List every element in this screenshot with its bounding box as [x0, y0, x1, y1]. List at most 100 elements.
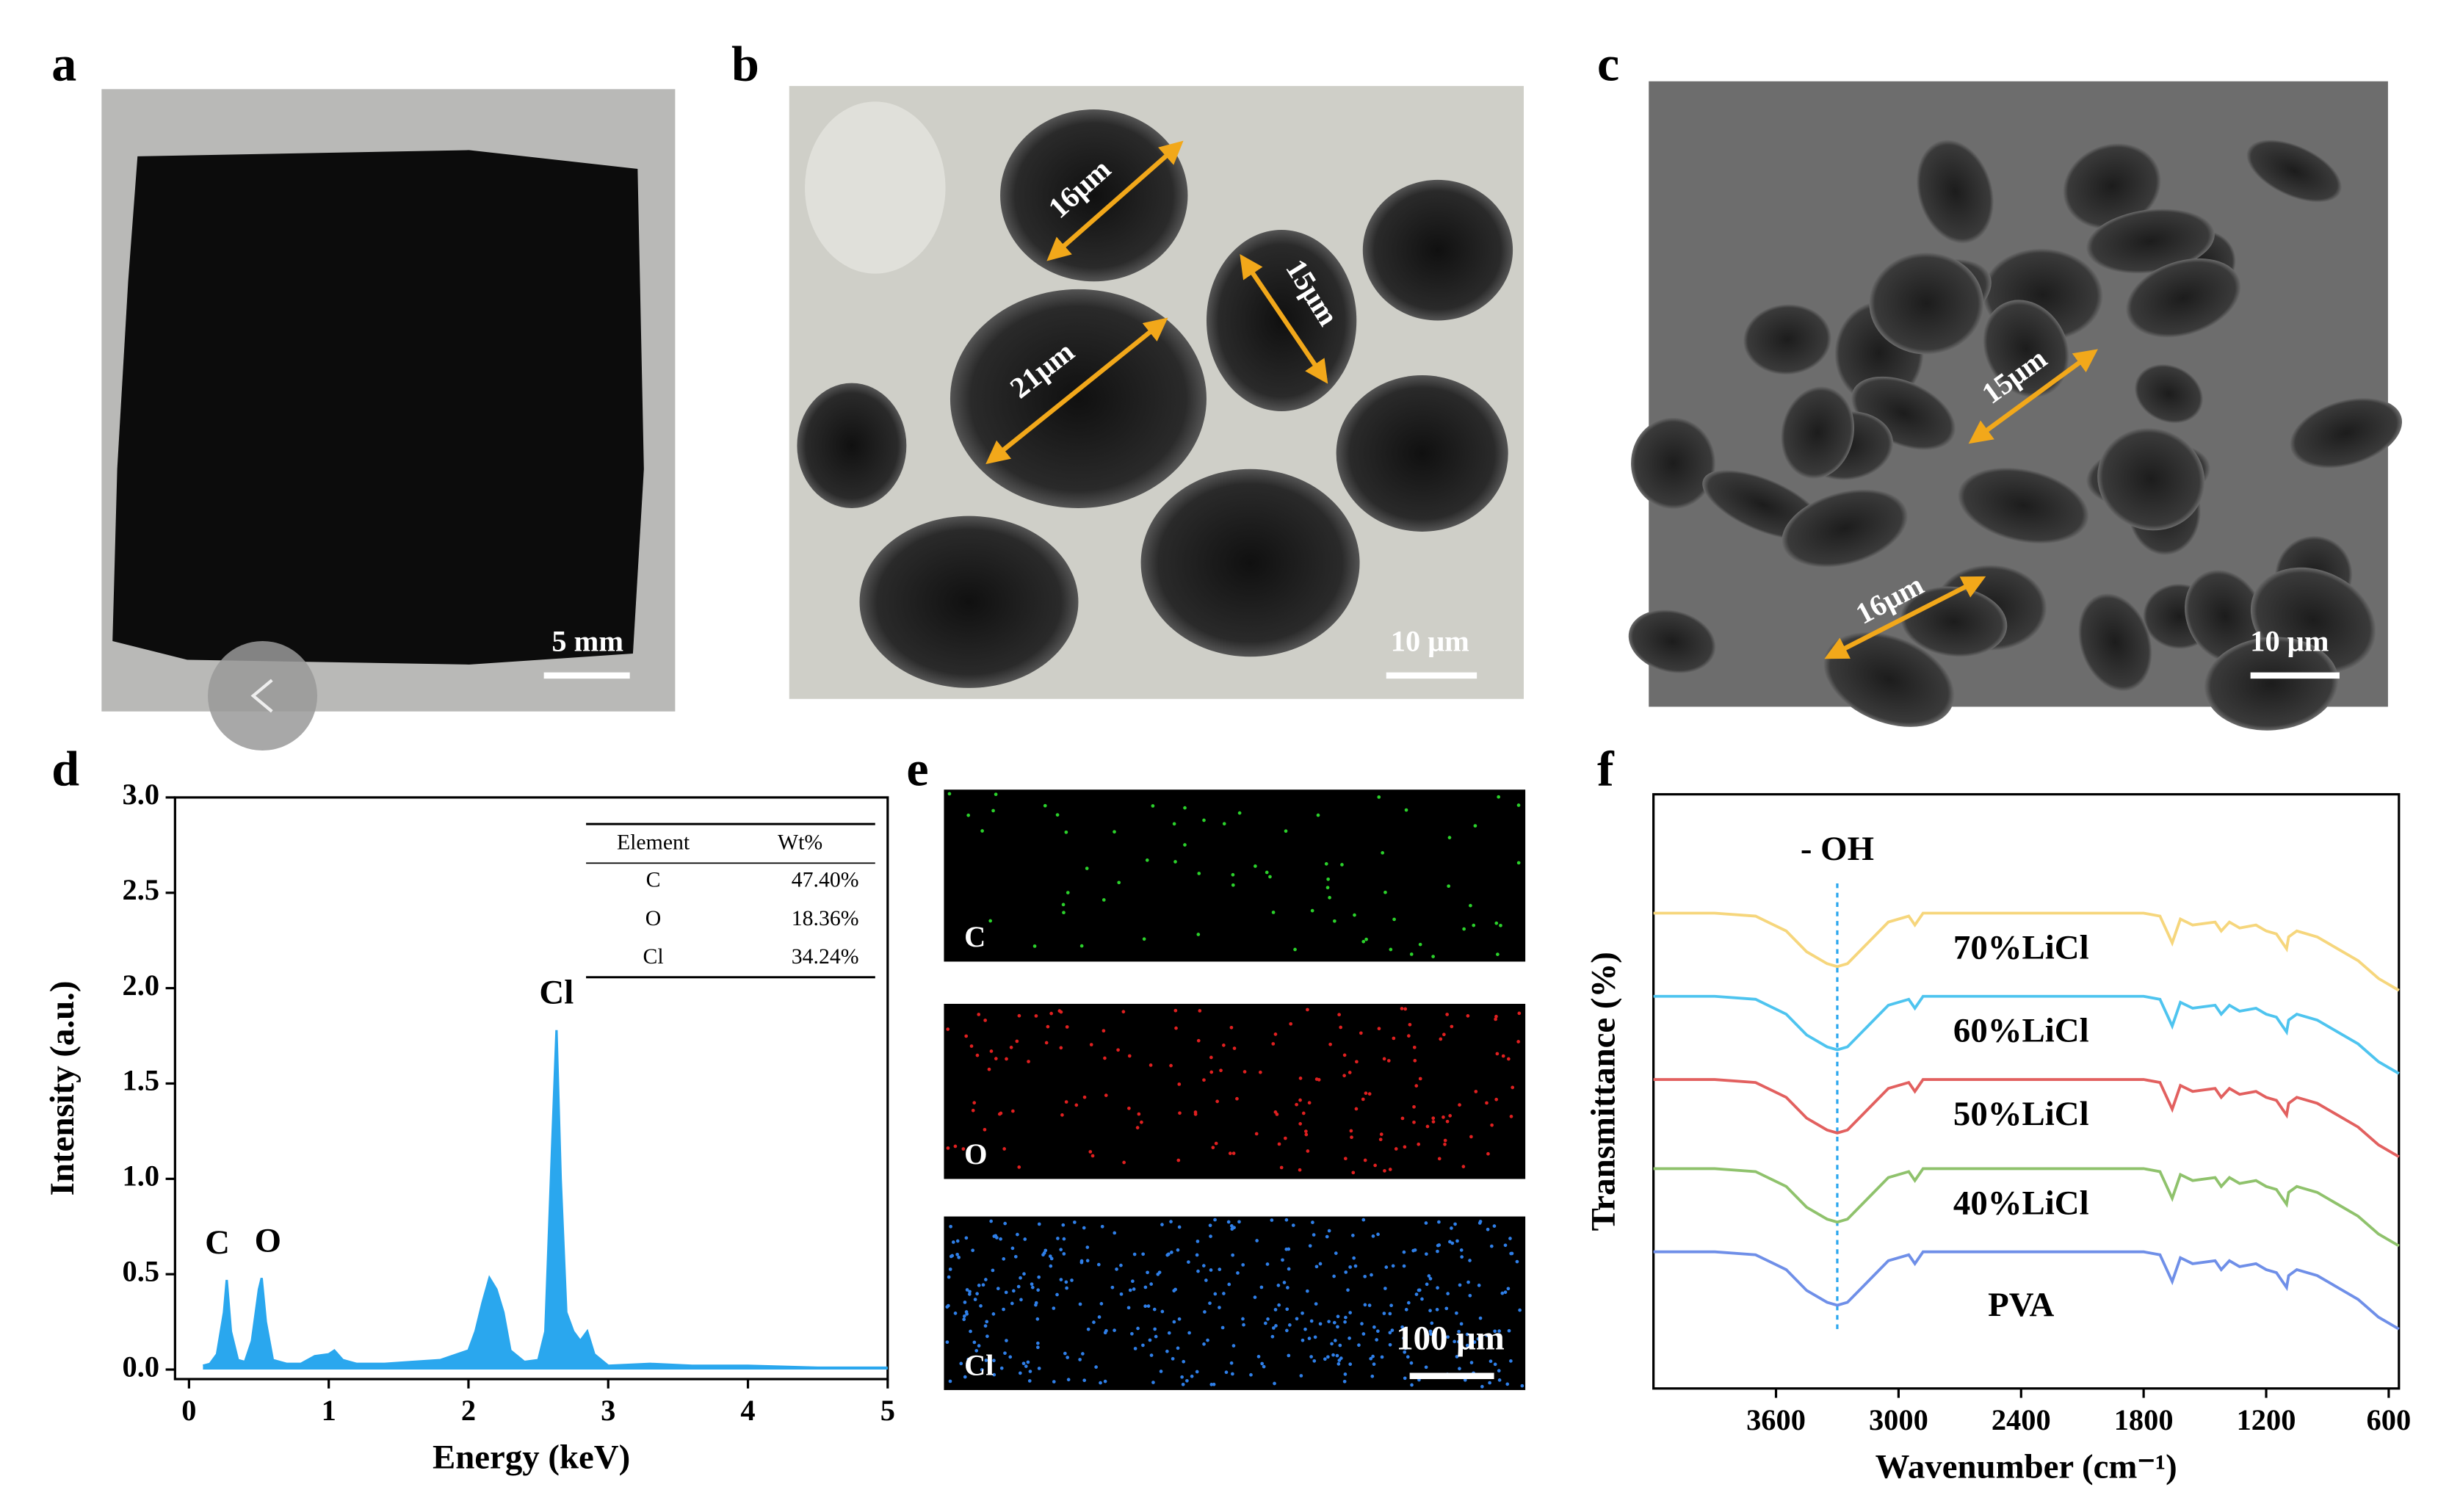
nav-button[interactable] [208, 640, 318, 751]
map-dot [965, 1312, 969, 1316]
map-dot [1024, 1364, 1028, 1368]
map-dot [1141, 1252, 1146, 1256]
map-dot [1036, 1341, 1040, 1345]
map-dot [1148, 1338, 1152, 1342]
map-dot [1151, 1381, 1155, 1384]
map-dot [1376, 1329, 1380, 1334]
map-dot [1461, 1165, 1466, 1168]
map-dot [1379, 1132, 1383, 1136]
map-dot [1312, 1359, 1317, 1363]
map-dot [1197, 872, 1201, 875]
map-dot [1135, 1126, 1140, 1129]
map-dot [1237, 1220, 1241, 1224]
table-header: Wt% [778, 831, 822, 855]
map-dot [1382, 1312, 1386, 1315]
map-dot [1034, 1014, 1038, 1018]
map-dot [1103, 1056, 1107, 1060]
map-dot [1437, 1220, 1441, 1224]
map-dot [1082, 1226, 1086, 1230]
map-dot [1099, 1381, 1102, 1385]
map-element-label: Cl [964, 1348, 994, 1381]
map-dot [962, 1317, 966, 1322]
map-dot [963, 1301, 967, 1304]
map-dot [980, 829, 984, 833]
map-dot [1485, 1101, 1489, 1105]
map-dot [987, 1067, 991, 1071]
map-dot [1298, 1122, 1303, 1126]
map-dot [1099, 1302, 1104, 1306]
map-dot [1342, 1379, 1347, 1383]
map-dot [1242, 1070, 1247, 1074]
map-dot [969, 1329, 972, 1334]
map-dot [1453, 1339, 1456, 1344]
map-dot [1447, 884, 1451, 889]
map-dot [975, 1053, 980, 1057]
map-dot [1222, 1292, 1226, 1295]
map-dot [1152, 1307, 1157, 1312]
peak-label: Cl [539, 974, 574, 1012]
map-dot [1407, 1034, 1411, 1038]
map-dot [1390, 1328, 1395, 1332]
pore [1916, 140, 1994, 244]
map-dot [1403, 1346, 1408, 1350]
map-dot [1425, 1124, 1430, 1129]
map-dot [1242, 1323, 1245, 1327]
map-dot [1110, 1285, 1115, 1289]
map-dot [1414, 1084, 1419, 1088]
map-dot [1494, 1017, 1497, 1021]
map-dot [1382, 1057, 1386, 1061]
map-dot [1249, 1372, 1253, 1377]
map-dot [1509, 1115, 1513, 1118]
map-dot [1417, 1142, 1421, 1146]
map-dot [1079, 944, 1084, 948]
map-dot [1458, 1103, 1461, 1107]
map-dot [1424, 1365, 1428, 1370]
map-cl [944, 1216, 1526, 1390]
map-dot [1013, 1254, 1018, 1259]
map-dot [1442, 1032, 1446, 1037]
map-dot [1494, 921, 1499, 925]
map-dot [1313, 1335, 1317, 1339]
map-dot [1445, 1119, 1450, 1124]
map-dot [1425, 1282, 1429, 1287]
map-dot [1478, 1316, 1483, 1320]
map-dot [1496, 952, 1500, 956]
map-dot [1334, 1251, 1338, 1255]
map-dot [1167, 1252, 1171, 1256]
map-dot [1364, 1091, 1368, 1096]
map-dot [1425, 1252, 1428, 1256]
map-dot [1332, 1274, 1336, 1278]
map-dot [1115, 1267, 1118, 1271]
map-dot [1270, 1334, 1275, 1339]
map-dot [1488, 1381, 1491, 1385]
map-dot [1389, 1303, 1393, 1308]
map-dot [1287, 1247, 1291, 1251]
map-dot [1016, 1232, 1019, 1237]
map-dot [1171, 1356, 1175, 1361]
map-dot [1180, 1375, 1184, 1379]
map-dot [1489, 1341, 1493, 1345]
map-dot [1372, 1362, 1376, 1367]
map-dot [1127, 1054, 1132, 1058]
map-dot [1236, 1271, 1240, 1275]
map-dot [1056, 1237, 1060, 1240]
map-dot [1027, 1379, 1032, 1383]
map-dot [1089, 1043, 1093, 1046]
series-label: PVA [1988, 1286, 2054, 1324]
map-dot [1424, 1221, 1428, 1225]
series-label: 70%LiCl [1953, 928, 2089, 966]
map-dot [1402, 1250, 1406, 1254]
map-dot [1403, 1376, 1407, 1381]
map-dot [1142, 937, 1146, 941]
map-dot [1301, 1311, 1304, 1315]
map-dot [1409, 1361, 1414, 1365]
map-dot [1141, 1343, 1145, 1348]
map-dot [1457, 1329, 1461, 1334]
map-dot [1406, 1355, 1410, 1359]
map-dot [1402, 1264, 1406, 1268]
map-dot [1265, 870, 1269, 875]
map-dot [1128, 1288, 1132, 1292]
map-dot [948, 1379, 952, 1383]
map-dot [1289, 1021, 1293, 1026]
map-dot [1326, 877, 1330, 881]
